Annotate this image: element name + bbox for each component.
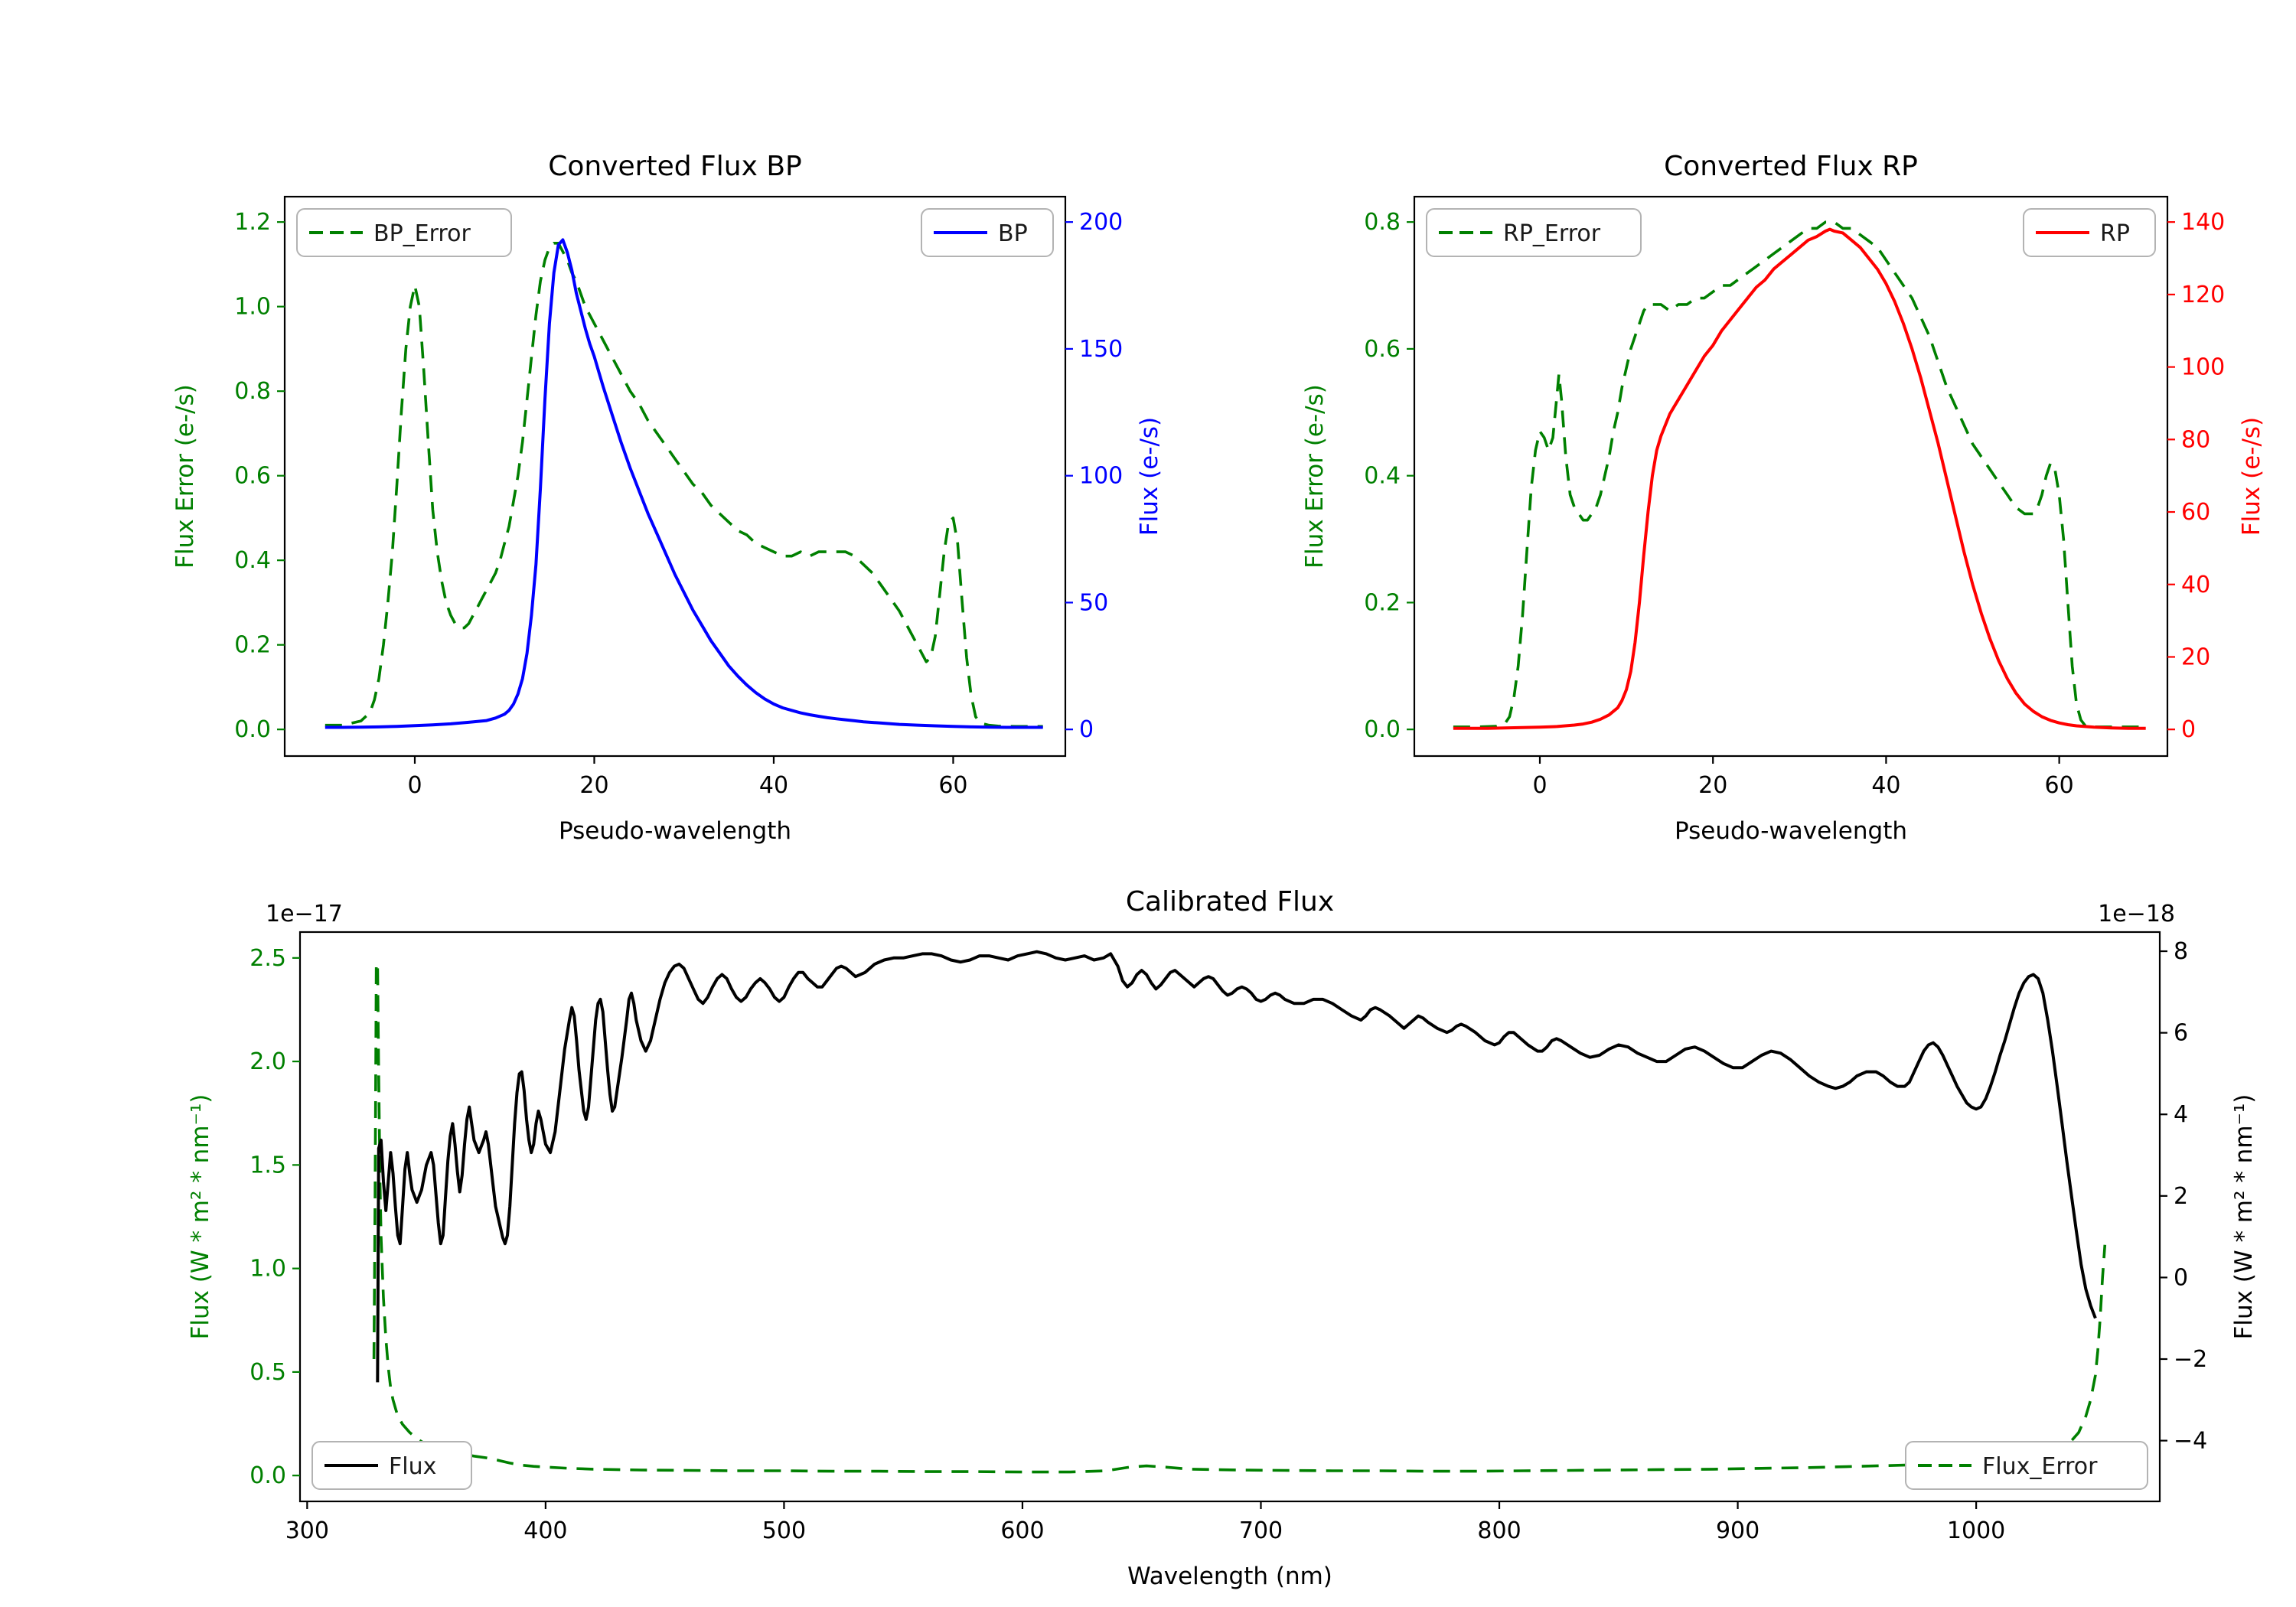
x-tick-label: 60 [2045,772,2074,799]
flux-title: Calibrated Flux [1126,886,1334,918]
rp-title: Converted Flux RP [1664,151,1918,182]
right-tick-label: 6 [2174,1020,2188,1047]
left-tick-label: 0.0 [249,1462,286,1489]
flux-xaxis-label: Wavelength (nm) [1127,1563,1332,1590]
left-tick-label: 0.0 [1364,716,1401,743]
right-tick-label: 100 [1079,463,1123,490]
legend-label: Flux [389,1453,436,1480]
left-axis-label: Flux (W * m² * nm⁻¹) [187,1094,214,1340]
legend-label: RP [2100,220,2130,247]
series-rp_error-line [1453,220,2146,729]
x-tick-label: 0 [1532,772,1547,799]
x-tick-label: 500 [762,1517,806,1544]
right-axis-offset-label: 1e−18 [2098,901,2175,927]
series-rp-line [1453,227,2146,730]
legend-box-flux_error [1905,1441,2148,1490]
x-tick-label: 0 [407,772,422,799]
flux-axes-frame [298,931,2161,1503]
right-tick-label: 8 [2174,938,2188,965]
x-tick-label: 60 [938,772,967,799]
chart-rp: 0 20 40 60 0.0 0.2 0.4 0.6 0.8 Flux Error (e-/s) 0… [1301,151,2265,845]
left-tick-label: 0.0 [234,716,271,743]
left-tick-label: 2.0 [249,1048,286,1075]
bp-title: Converted Flux BP [548,151,801,182]
right-axis-label: Flux (W * m² * nm⁻¹) [2230,1094,2258,1340]
x-tick-label: 600 [1000,1517,1044,1544]
x-tick-label: 40 [759,772,788,799]
right-tick-label: 0 [2181,716,2196,743]
legend-label: BP [998,220,1028,247]
left-tick-label: 0.2 [234,632,271,659]
x-tick-label: 800 [1477,1517,1521,1544]
right-tick-label: 0 [1079,716,1094,743]
left-tick-label: 0.8 [234,378,271,405]
legend-label: BP_Error [373,220,471,247]
left-tick-label: 2.5 [249,945,286,972]
right-tick-label: −4 [2174,1428,2207,1455]
bp-axes-frame [283,195,1067,758]
x-tick-label: 700 [1239,1517,1283,1544]
left-tick-label: 0.4 [234,547,271,574]
left-tick-label: 0.4 [1364,463,1401,490]
right-tick-label: 140 [2181,209,2225,236]
right-tick-label: 50 [1079,589,1108,616]
left-tick-label: 1.5 [249,1152,286,1178]
right-tick-label: 100 [2181,354,2225,381]
left-tick-label: 1.0 [249,1256,286,1283]
x-tick-label: 1000 [1947,1517,2005,1544]
rp-xaxis-label: Pseudo-wavelength [1675,817,1907,845]
left-tick-label: 0.5 [249,1359,286,1386]
left-axis-label: Flux Error (e-/s) [171,384,199,569]
x-tick-label: 300 [285,1517,329,1544]
left-axis-offset-label: 1e−17 [266,901,343,927]
x-tick-label: 20 [579,772,608,799]
x-tick-label: 400 [523,1517,567,1544]
left-tick-label: 1.2 [234,209,271,236]
left-tick-label: 1.0 [234,294,271,321]
series-flux-line [376,950,2097,1383]
right-tick-label: −2 [2174,1346,2207,1373]
bp-xaxis-label: Pseudo-wavelength [559,817,791,845]
left-axis-label: Flux Error (e-/s) [1301,384,1329,569]
left-tick-label: 0.8 [1364,209,1401,236]
right-axis-label: Flux (e-/s) [1136,417,1163,536]
rp-axes-frame [1413,195,2169,758]
x-tick-label: 900 [1716,1517,1760,1544]
right-tick-label: 2 [2174,1183,2188,1210]
legend-box-rp_error [1426,208,1642,257]
right-tick-label: 200 [1079,209,1123,236]
legend-label: RP_Error [1503,220,1601,247]
x-tick-label: 20 [1698,772,1727,799]
legend-box-flux [311,1441,472,1490]
legend-label: Flux_Error [1982,1453,2098,1480]
legend-box-bp_error [296,208,512,257]
left-tick-label: 0.6 [1364,336,1401,363]
series-bp-line [325,238,1043,729]
chart-bp: 0 20 40 60 0.0 0.2 0.4 0.6 0.8 1.0 1.2 Flux Error (… [171,151,1163,845]
left-tick-label: 0.6 [234,463,271,490]
right-tick-label: 80 [2181,426,2210,453]
left-tick-label: 0.2 [1364,589,1401,616]
right-tick-label: 0 [2174,1264,2188,1291]
right-tick-label: 40 [2181,572,2210,598]
chart-flux: 300 400 500 600 700 800 900 1000 0.0 0.5 1.0 1.5 2.0… [187,886,2258,1590]
right-tick-label: 60 [2181,499,2210,526]
series-flux_error-line [372,962,2107,1474]
right-tick-label: 120 [2181,282,2225,308]
right-tick-label: 150 [1079,336,1123,363]
right-tick-label: 20 [2181,644,2210,670]
x-tick-label: 40 [1871,772,1900,799]
right-tick-label: 4 [2174,1101,2188,1128]
series-bp_error-line [325,242,1043,729]
right-axis-label: Flux (e-/s) [2238,417,2265,536]
